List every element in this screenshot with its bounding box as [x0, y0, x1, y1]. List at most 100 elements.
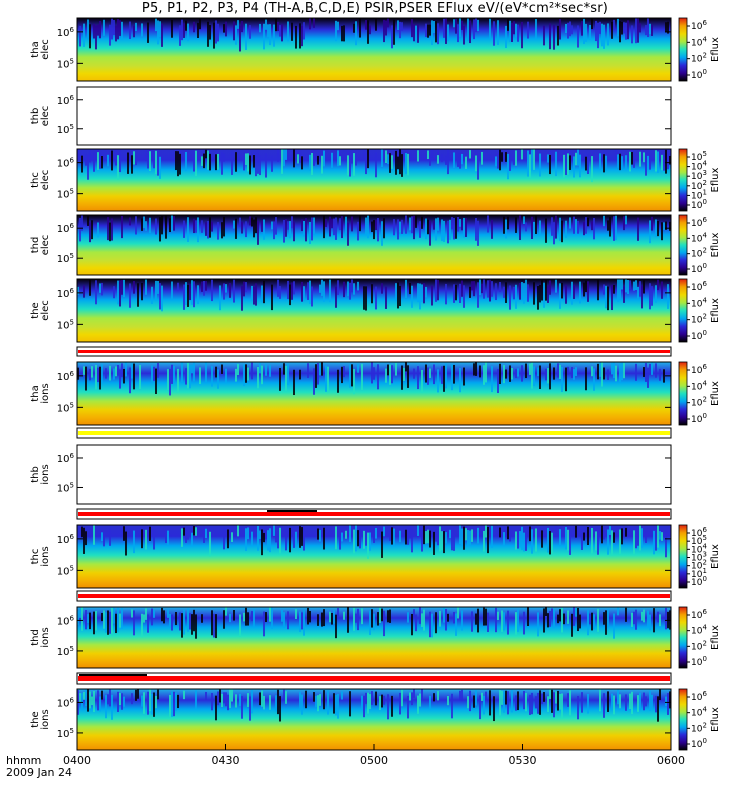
colorbar-thd-ions: [678, 606, 688, 669]
panel-species-label: ions: [40, 546, 51, 566]
colorbar-tick-label: 100: [691, 262, 707, 275]
status-bar-fill: [78, 676, 670, 681]
y-tick-label: 105: [57, 564, 74, 577]
colorbar-tick-label: 104: [691, 542, 707, 555]
colorbar-thc-elec: [678, 148, 688, 212]
panel-thb-elec: 106 105 thb elec: [30, 86, 672, 146]
colorbar-tick-label: 106: [691, 690, 707, 703]
y-tick-label: 106: [57, 94, 75, 107]
colorbar-tick-label: 106: [691, 19, 707, 32]
panel-probe-label: the: [30, 711, 41, 727]
colorbar-label: Eflux: [710, 544, 721, 569]
panel-probe-label: tha: [30, 385, 41, 401]
colorbar-tick-label: 104: [691, 35, 707, 48]
panel-probe-label: thb: [30, 108, 41, 125]
y-tick-label: 106: [57, 370, 75, 383]
y-tick-label: 105: [57, 481, 74, 494]
panel-probe-label: thd: [30, 237, 41, 254]
panel-species-label: ions: [40, 709, 51, 729]
x-tick-label: 0400: [63, 754, 91, 767]
figure-title: P5, P1, P2, P3, P4 (TH-A,B,C,D,E) PSIR,P…: [141, 1, 609, 16]
colorbar-tick-label: 104: [691, 379, 707, 392]
colorbar-tick-label: 100: [691, 655, 707, 668]
panel-frame-thc-elec: [76, 148, 672, 212]
x-tick-label: 0500: [360, 754, 388, 767]
panel-species-label: elec: [40, 106, 51, 127]
colorbar-label: Eflux: [710, 37, 721, 62]
y-tick-label: 105: [57, 727, 74, 740]
colorbar-tick-label: 106: [691, 608, 707, 621]
x-axis-prefix-date: 2009 Jan 24: [6, 766, 72, 779]
y-tick-label: 105: [57, 401, 74, 414]
panel-species-label: elec: [40, 300, 51, 321]
colorbar-tha-elec: [678, 17, 688, 82]
y-tick-label: 106: [57, 26, 75, 39]
status-bar-fill: [78, 431, 670, 435]
panel-frame-tha-elec: [76, 17, 672, 82]
panel-frame-thc-ions: [76, 524, 672, 589]
y-tick-label: 105: [57, 318, 74, 331]
colorbar-tick-label: 102: [691, 639, 707, 652]
colorbar-the-ions: [678, 688, 688, 751]
y-tick-label: 106: [57, 222, 75, 235]
colorbar-tick-label: 104: [691, 160, 707, 173]
panel-frame-thd-elec: [76, 214, 672, 276]
y-tick-label: 105: [57, 645, 74, 658]
colorbar-label: Eflux: [710, 298, 721, 323]
colorbar-tick-label: 104: [691, 231, 707, 244]
colorbar-tick-label: 104: [691, 624, 707, 637]
colorbar-label: Eflux: [710, 625, 721, 650]
colorbar-label: Eflux: [710, 381, 721, 406]
colorbar-label: Eflux: [710, 232, 721, 257]
colorbar-tick-label: 100: [691, 68, 707, 81]
y-tick-label: 106: [57, 452, 75, 465]
panel-frame-thd-ions: [76, 606, 672, 669]
y-tick-label: 105: [57, 57, 74, 70]
panel-frame-the-elec: [76, 278, 672, 343]
status-bar-thb-ions: [76, 508, 672, 520]
x-tick-label: 0430: [212, 754, 240, 767]
panel-probe-label: thc: [30, 549, 41, 565]
status-bar-thd-ions: [76, 672, 672, 685]
panel-frame-tha-ions: [76, 361, 672, 426]
y-tick-label: 106: [57, 614, 75, 627]
colorbar-tick-label: 101: [691, 188, 707, 201]
panel-thb-ions: 106 105 thb ions: [30, 444, 672, 505]
colorbar-tha-ions: [678, 361, 688, 426]
colorbar-tick-label: 100: [691, 412, 707, 425]
colorbar-tick-label: 103: [691, 551, 707, 564]
colorbar-tick-label: 106: [691, 280, 707, 293]
colorbar-tick-label: 102: [691, 247, 707, 260]
y-tick-label: 106: [57, 287, 75, 300]
spectrogram-thc-elec: [77, 149, 671, 211]
x-axis-prefix-hhmm: hhmm: [6, 754, 41, 767]
panel-probe-label: thb: [30, 466, 41, 483]
panel-species-label: ions: [40, 464, 51, 484]
status-bar-fill: [78, 512, 670, 516]
status-bar-marker: [267, 510, 317, 512]
panel-species-label: ions: [40, 383, 51, 403]
colorbar-tick-label: 104: [691, 296, 707, 309]
colorbar-label: Eflux: [710, 167, 721, 192]
colorbar-tick-label: 102: [691, 721, 707, 734]
colorbar-thd-elec: [678, 214, 688, 276]
colorbar-tick-label: 106: [691, 526, 707, 539]
colorbar-tick-label: 100: [691, 329, 707, 342]
colorbar-thc-ions: [678, 524, 688, 589]
colorbar-tick-label: 104: [691, 706, 707, 719]
colorbar-tick-label: 100: [691, 198, 707, 211]
status-bar-fill: [78, 594, 670, 598]
colorbar-the-elec: [678, 278, 688, 343]
panel-probe-label: thd: [30, 629, 41, 646]
colorbar-tick-label: 106: [691, 216, 707, 229]
status-bar-the-elec: [76, 346, 672, 357]
colorbar-tick-label: 102: [691, 559, 707, 572]
y-tick-label: 105: [57, 123, 74, 136]
status-bar-tha-ions: [76, 427, 672, 439]
